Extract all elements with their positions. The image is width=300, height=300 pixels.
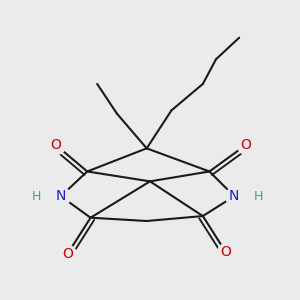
Text: O: O	[50, 138, 61, 152]
Text: H: H	[32, 190, 41, 203]
Text: O: O	[220, 245, 231, 260]
Text: N: N	[56, 189, 66, 203]
Text: O: O	[62, 247, 73, 261]
Text: N: N	[229, 189, 239, 203]
Text: H: H	[254, 190, 263, 203]
Text: O: O	[240, 138, 251, 152]
